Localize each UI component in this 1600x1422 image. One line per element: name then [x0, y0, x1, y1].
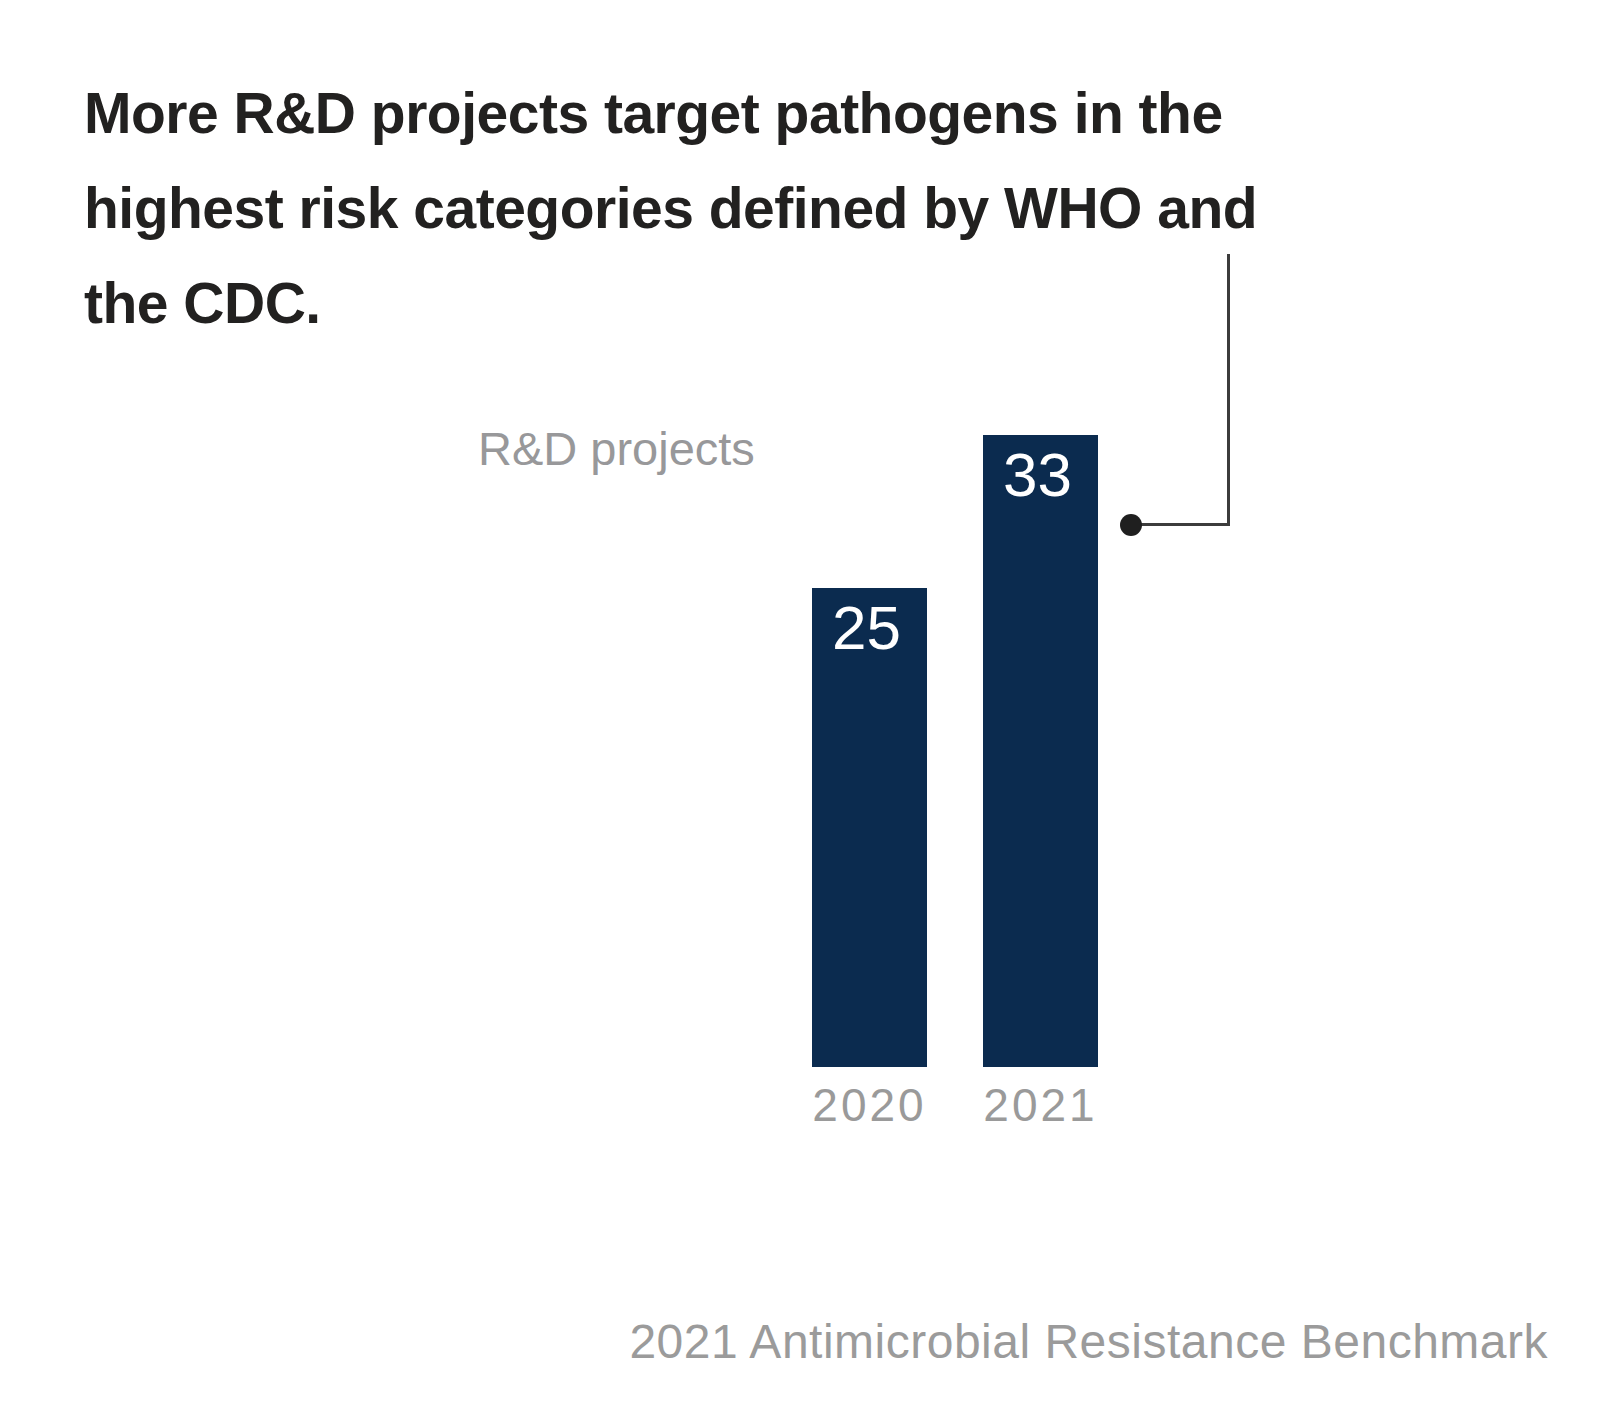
series-label: R&D projects	[478, 421, 755, 477]
x-axis-tick-2021: 2021	[963, 1082, 1118, 1128]
x-axis-tick-2020: 2020	[792, 1082, 947, 1128]
bar-value-label-2020: 25	[812, 588, 927, 662]
bar-value-label-2021: 33	[983, 435, 1098, 509]
bar-chart: R&D projects 25 2020 33 2021	[0, 0, 1600, 1422]
source-attribution: 2021 Antimicrobial Resistance Benchmark	[629, 1318, 1548, 1366]
bar-2020: 25	[812, 588, 927, 1067]
infographic-page: More R&D projects target pathogens in th…	[0, 0, 1600, 1422]
bar-2021: 33	[983, 435, 1098, 1067]
